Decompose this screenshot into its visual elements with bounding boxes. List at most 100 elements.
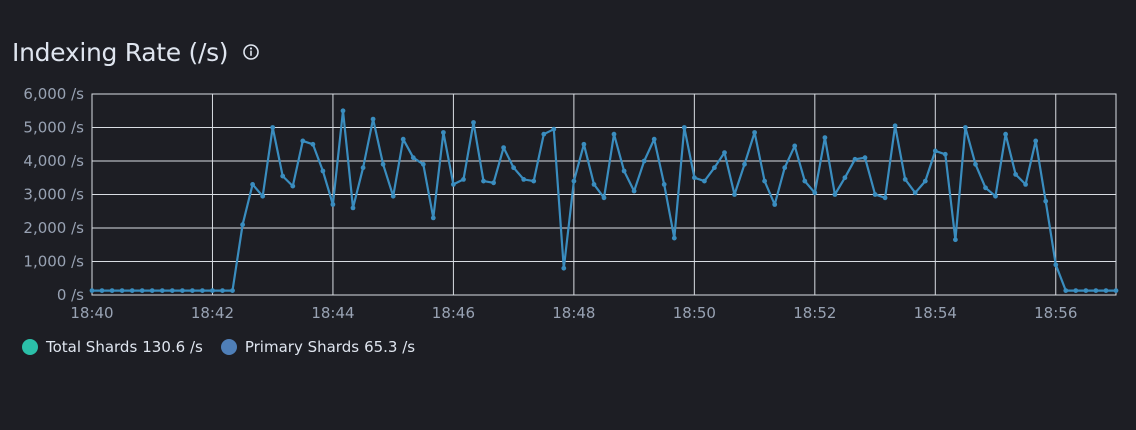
data-point bbox=[591, 182, 597, 187]
data-point bbox=[230, 288, 235, 293]
data-point bbox=[551, 126, 557, 132]
data-point bbox=[159, 288, 165, 293]
y-tick-label: 3,000 /s bbox=[23, 186, 84, 204]
data-point bbox=[1073, 288, 1079, 293]
chart-series bbox=[89, 108, 1119, 293]
data-point bbox=[330, 202, 336, 207]
data-point bbox=[581, 141, 587, 147]
info-circle-icon bbox=[243, 44, 260, 60]
data-point bbox=[661, 182, 667, 187]
indexing-rate-chart: 0 /s 1,000 /s 2,000 /s 3,000 /s 4,000 /s 5,00… bbox=[23, 85, 1119, 322]
data-point bbox=[1023, 182, 1028, 187]
y-tick-label: 4,000 /s bbox=[23, 152, 84, 170]
data-point bbox=[109, 288, 115, 293]
data-point bbox=[461, 177, 466, 182]
data-point bbox=[220, 288, 225, 293]
data-point bbox=[571, 178, 577, 184]
data-point bbox=[561, 265, 567, 271]
data-point bbox=[290, 183, 296, 189]
data-point bbox=[892, 123, 898, 129]
data-point bbox=[270, 125, 276, 130]
x-tick-label: 18:48 bbox=[552, 304, 595, 322]
data-point bbox=[641, 158, 647, 164]
data-point bbox=[521, 177, 527, 182]
data-point bbox=[360, 165, 366, 171]
legend-value-primary-shards: 65.3 /s bbox=[364, 338, 416, 356]
data-point bbox=[611, 131, 617, 137]
data-point bbox=[190, 288, 195, 293]
data-point bbox=[842, 175, 848, 181]
legend-swatch-total-shards bbox=[22, 339, 38, 355]
data-point bbox=[240, 222, 246, 228]
data-point bbox=[671, 235, 677, 241]
legend-label-total-shards: Total Shards bbox=[46, 338, 138, 356]
data-point bbox=[451, 182, 456, 187]
data-point bbox=[872, 192, 878, 197]
data-point bbox=[631, 188, 637, 194]
data-point bbox=[541, 131, 547, 137]
data-point bbox=[441, 130, 446, 135]
x-tick-label: 18:42 bbox=[191, 304, 234, 322]
data-point bbox=[99, 288, 105, 293]
data-point bbox=[1083, 288, 1089, 293]
data-point bbox=[902, 177, 908, 182]
data-point bbox=[822, 135, 828, 140]
data-point bbox=[722, 150, 727, 155]
data-point bbox=[430, 215, 436, 221]
data-point bbox=[511, 165, 516, 171]
legend-item-primary-shards[interactable]: Primary Shards 65.3 /s bbox=[220, 338, 416, 356]
data-point bbox=[963, 125, 968, 130]
data-point bbox=[410, 155, 416, 161]
data-point bbox=[621, 168, 627, 174]
data-point bbox=[119, 288, 125, 293]
data-point bbox=[692, 175, 697, 181]
data-point bbox=[601, 195, 607, 201]
data-point bbox=[1093, 288, 1099, 293]
data-point bbox=[792, 143, 798, 149]
data-point bbox=[1103, 288, 1109, 293]
data-point bbox=[350, 205, 356, 211]
data-point bbox=[852, 156, 858, 162]
x-tick-label: 18:54 bbox=[914, 304, 957, 322]
data-point bbox=[129, 288, 135, 293]
x-tick-label: 18:56 bbox=[1034, 304, 1077, 322]
x-tick-label: 18:40 bbox=[70, 304, 113, 322]
data-point bbox=[702, 178, 707, 184]
data-point bbox=[420, 161, 426, 167]
data-point bbox=[762, 178, 767, 184]
data-point bbox=[922, 178, 928, 184]
data-point bbox=[983, 185, 988, 191]
panel-title: Indexing Rate (/s) bbox=[12, 37, 229, 67]
data-point bbox=[942, 151, 948, 157]
y-tick-label: 6,000 /s bbox=[23, 85, 84, 103]
x-tick-label: 18:52 bbox=[793, 304, 836, 322]
data-point bbox=[1013, 172, 1018, 177]
x-tick-label: 18:46 bbox=[432, 304, 475, 322]
data-point bbox=[1063, 288, 1069, 293]
data-point bbox=[139, 288, 145, 293]
info-icon[interactable] bbox=[242, 43, 260, 61]
data-point bbox=[932, 148, 938, 154]
panel-header: Indexing Rate (/s) bbox=[12, 34, 260, 70]
data-point bbox=[1003, 131, 1008, 137]
data-point bbox=[802, 178, 808, 184]
data-point bbox=[953, 237, 958, 243]
data-point bbox=[1113, 288, 1119, 293]
data-point bbox=[973, 161, 978, 167]
data-point bbox=[912, 190, 918, 196]
data-point bbox=[993, 193, 998, 199]
chart-grid bbox=[91, 93, 1117, 296]
legend-item-total-shards[interactable]: Total Shards 130.6 /s bbox=[22, 338, 203, 356]
legend-label-primary-shards: Primary Shards bbox=[244, 338, 360, 356]
series-line bbox=[92, 109, 1116, 292]
data-point bbox=[812, 190, 818, 196]
data-point bbox=[400, 136, 406, 142]
y-tick-label: 0 /s bbox=[57, 286, 84, 304]
x-tick-label: 18:50 bbox=[673, 304, 716, 322]
data-point bbox=[210, 288, 215, 293]
data-point bbox=[681, 125, 687, 130]
data-point bbox=[149, 288, 155, 293]
y-axis-ticks: 0 /s 1,000 /s 2,000 /s 3,000 /s 4,000 /s 5,00… bbox=[23, 85, 84, 304]
x-axis-ticks: 18:40 18:42 18:44 18:46 18:48 18:50 18:52 18:54… bbox=[70, 304, 1077, 322]
data-point bbox=[862, 155, 868, 161]
